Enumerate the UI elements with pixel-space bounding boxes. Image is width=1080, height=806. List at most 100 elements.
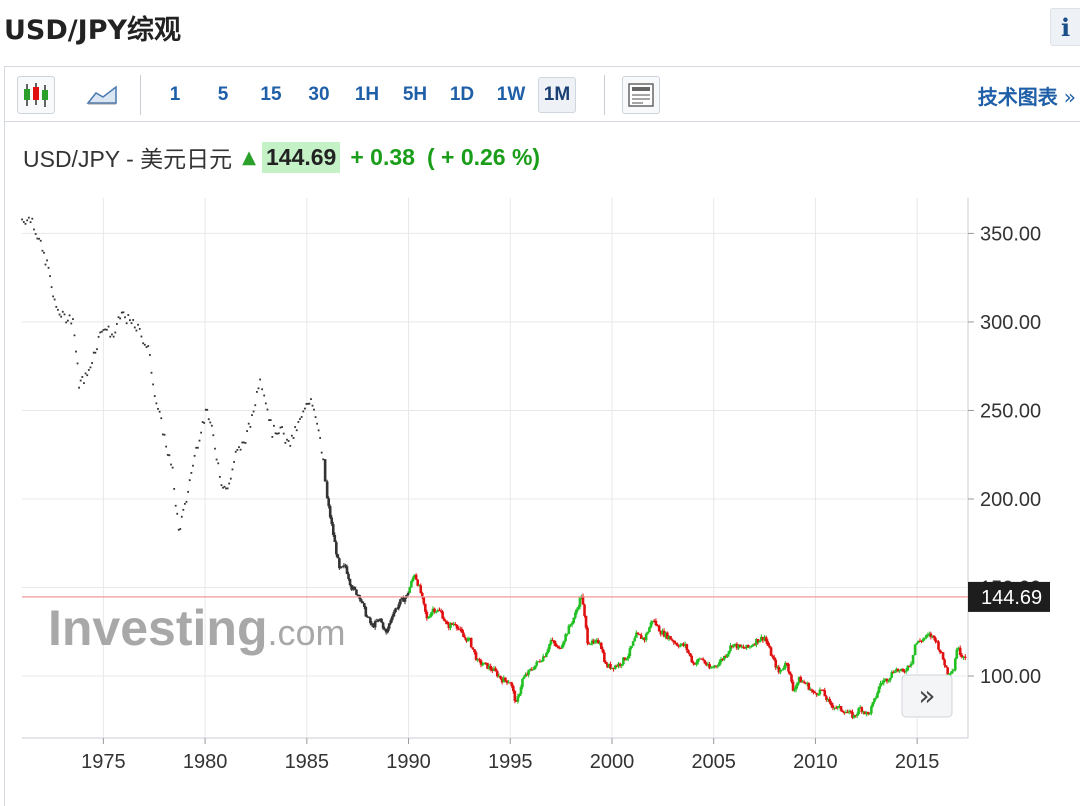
candle	[924, 635, 928, 638]
candle	[950, 671, 954, 674]
candle	[84, 372, 87, 375]
candle	[926, 634, 930, 636]
candle	[372, 624, 375, 628]
timeframe-15[interactable]: 15	[260, 84, 282, 105]
candle	[403, 597, 407, 602]
candle	[300, 416, 303, 418]
candlestick-icon[interactable]	[17, 76, 55, 114]
candle	[486, 662, 489, 669]
candle	[377, 619, 380, 622]
candle	[66, 319, 69, 322]
candle	[311, 404, 314, 407]
candle	[70, 322, 73, 325]
timeframe-5[interactable]: 5	[217, 84, 229, 105]
candle	[44, 263, 47, 266]
candle	[929, 633, 933, 638]
candle	[33, 228, 35, 231]
candle	[223, 485, 226, 488]
candle	[297, 421, 300, 423]
candle	[495, 671, 499, 677]
candle	[439, 610, 443, 612]
candle	[50, 286, 53, 289]
timeframe-1h[interactable]: 1H	[354, 84, 380, 105]
technical-chart-label: 技术图表	[977, 85, 1058, 109]
candle	[179, 528, 182, 530]
candle	[507, 682, 510, 684]
price-change-percent: ( + 0.26 %)	[426, 143, 541, 170]
timeframe-1m[interactable]: 1M	[538, 77, 576, 113]
candle	[620, 664, 624, 666]
candle	[394, 608, 397, 613]
timeframe-1[interactable]: 1	[169, 84, 181, 105]
candle	[643, 637, 646, 641]
timeframe-1w[interactable]: 1W	[496, 84, 526, 105]
candle	[200, 431, 203, 434]
candle	[701, 658, 705, 661]
technical-chart-link[interactable]: 技术图表»	[978, 81, 1076, 110]
candle	[323, 459, 327, 482]
candle	[790, 674, 793, 682]
candle	[722, 655, 726, 660]
candle	[109, 335, 112, 338]
candle	[220, 484, 223, 487]
candle	[292, 437, 295, 439]
candle	[174, 504, 177, 507]
candle	[662, 630, 666, 637]
candle	[669, 636, 672, 640]
candle	[903, 671, 906, 673]
candle	[206, 408, 209, 411]
candle	[484, 662, 488, 664]
candle	[462, 632, 465, 638]
candle	[397, 604, 401, 609]
candle	[180, 515, 183, 518]
candle	[888, 677, 892, 681]
candle	[815, 693, 818, 695]
candle	[479, 660, 483, 665]
candle	[784, 663, 787, 668]
candle	[471, 647, 475, 650]
candle	[460, 628, 464, 633]
candle	[91, 362, 93, 364]
candle	[308, 402, 311, 405]
candle	[823, 690, 827, 697]
quote-header: USD/JPY - 美元日元 ▲ 144.69 + 0.38 ( + 0.26 …	[23, 140, 540, 174]
candle	[75, 350, 77, 353]
candle	[562, 641, 566, 645]
info-button[interactable]: i	[1050, 8, 1080, 46]
layout-icon[interactable]	[622, 76, 660, 114]
candle	[726, 654, 729, 658]
candle	[631, 641, 635, 646]
candle	[532, 669, 535, 671]
candle	[430, 612, 433, 617]
candle	[636, 632, 640, 635]
candle	[639, 635, 643, 640]
candle	[714, 665, 718, 667]
candle	[841, 710, 844, 712]
timeframe-5h[interactable]: 5H	[402, 84, 428, 105]
candle	[83, 382, 85, 385]
candle	[97, 335, 100, 338]
candle	[335, 542, 338, 555]
candle	[545, 653, 548, 658]
timeframe-1d[interactable]: 1D	[449, 84, 475, 105]
candle	[858, 707, 862, 709]
toolbar-divider	[140, 75, 141, 115]
candle	[400, 597, 404, 600]
candle	[882, 680, 886, 683]
candle	[383, 628, 386, 630]
candle	[428, 616, 432, 618]
area-chart-icon[interactable]	[83, 76, 121, 114]
scroll-right-button[interactable]: »	[901, 674, 953, 718]
candle	[854, 715, 857, 717]
timeframe-30[interactable]: 30	[308, 84, 330, 105]
candle	[963, 656, 967, 658]
candle	[885, 678, 889, 682]
candle	[674, 642, 677, 644]
candle	[593, 640, 597, 643]
candle	[273, 424, 275, 427]
candle	[937, 641, 940, 650]
candle	[392, 612, 396, 617]
candle	[708, 664, 711, 669]
candle	[932, 635, 936, 638]
